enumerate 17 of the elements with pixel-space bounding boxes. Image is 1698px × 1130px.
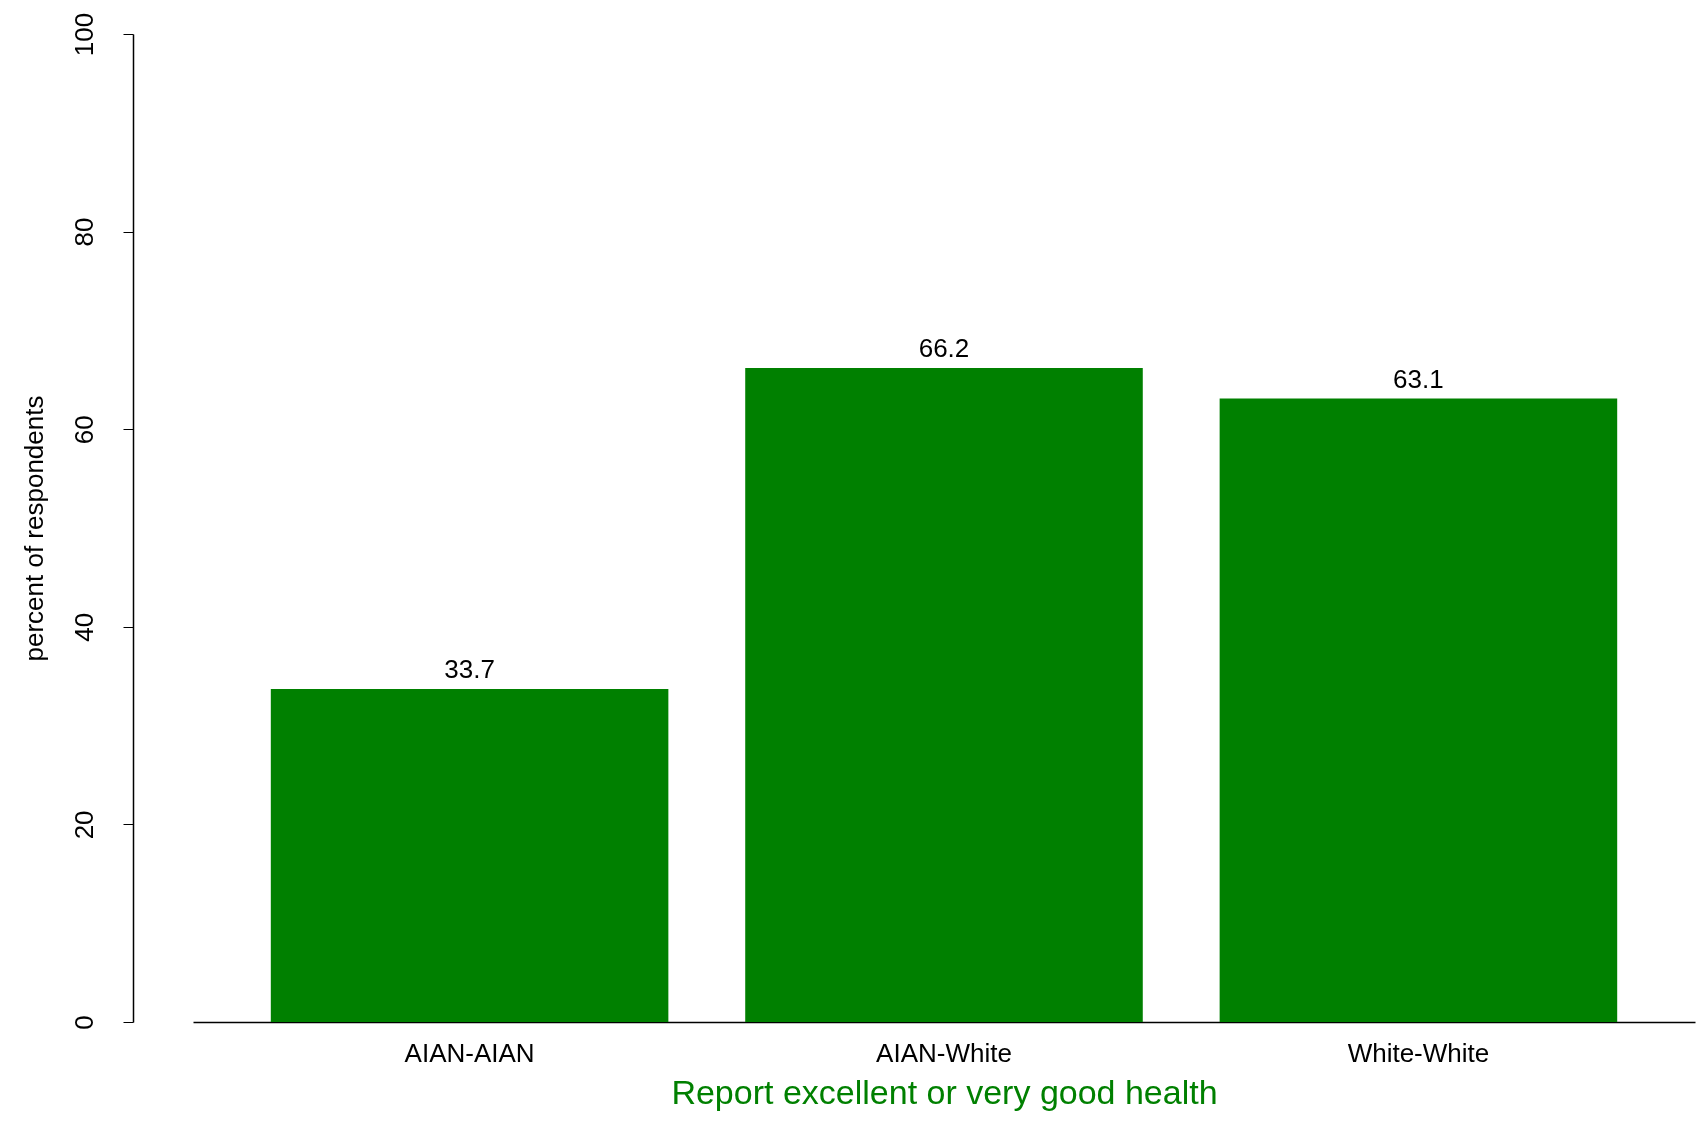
y-tick-label: 100 [68,12,99,57]
y-tick-label: 80 [68,217,99,247]
x-tick-label: AIAN-AIAN [404,1037,535,1068]
data-label: 63.1 [1393,363,1444,394]
x-tick-label: White-White [1347,1037,1490,1068]
bar [745,367,1143,1022]
y-tick-label: 40 [68,612,99,642]
x-axis-title: Report excellent or very good health [671,1072,1218,1111]
bar [1219,398,1618,1022]
bar [270,689,669,1022]
data-label: 33.7 [444,654,495,685]
x-tick-label: AIAN-White [876,1037,1012,1068]
y-tick-label: 60 [68,415,99,445]
y-axis-title: percent of respondents [18,395,49,662]
y-tick-label: 20 [68,810,99,840]
y-tick-label: 0 [68,1015,99,1030]
data-label: 66.2 [918,332,970,363]
